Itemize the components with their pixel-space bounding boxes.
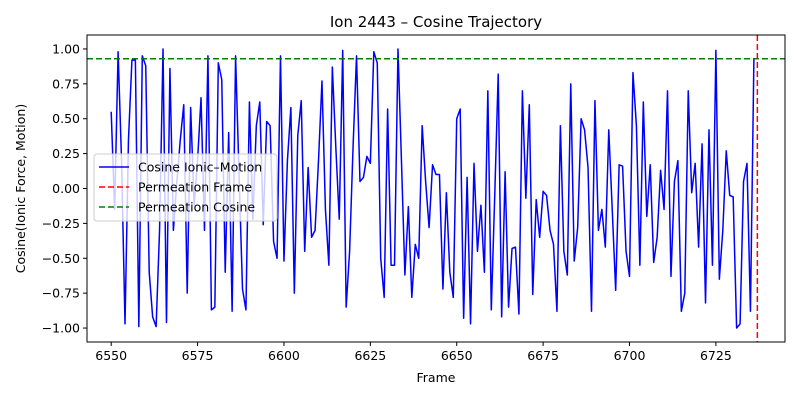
x-tick-label: 6725	[700, 348, 732, 363]
legend-entry-permeation-frame-label: Permeation Frame	[138, 180, 252, 195]
x-tick-label: 6675	[527, 348, 559, 363]
y-tick-label: 0.00	[52, 181, 80, 196]
x-tick-label: 6650	[441, 348, 473, 363]
x-tick-label: 6550	[95, 348, 127, 363]
legend: Cosine Ionic–Motion Permeation Frame Perme…	[93, 153, 278, 222]
y-tick-label: 0.50	[52, 111, 80, 126]
y-tick-label: −0.50	[42, 251, 80, 266]
cosine-series-line	[110, 48, 755, 329]
legend-entry-cosine-label: Cosine Ionic–Motion	[138, 160, 262, 175]
x-axis-title: Frame	[417, 370, 456, 385]
x-tick-label: 6600	[268, 348, 300, 363]
y-axis-title: Cosine(Ionic Force, Motion)	[13, 104, 28, 273]
y-tick-label: −1.00	[42, 321, 80, 336]
x-tick-label: 6575	[182, 348, 214, 363]
y-tick-label: 0.25	[52, 146, 80, 161]
y-tick-label: −0.75	[42, 286, 80, 301]
legend-box	[93, 153, 278, 222]
x-tick-label: 6700	[614, 348, 646, 363]
y-tick-label: 1.00	[52, 41, 80, 56]
legend-entry-permeation-cosine-label: Permeation Cosine	[138, 200, 255, 215]
plot-area	[87, 35, 785, 342]
chart-title: Ion 2443 – Cosine Trajectory	[330, 13, 542, 31]
x-tick-label: 6625	[354, 348, 386, 363]
y-tick-label: 0.75	[52, 76, 80, 91]
y-tick-label: −0.25	[42, 216, 80, 231]
axes: 6550 6575 6600 6625 6650 6675 6700 6725 −1.00 −0.…	[42, 34, 786, 363]
